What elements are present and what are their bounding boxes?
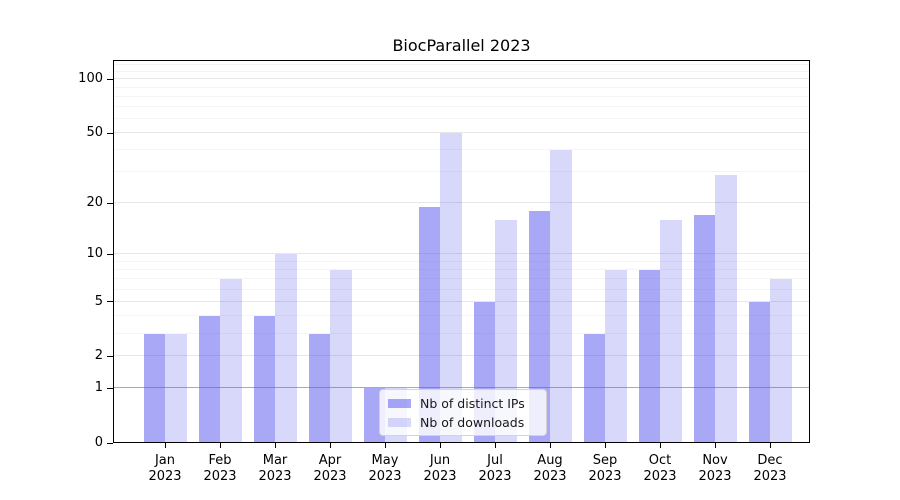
bar-nb-of-downloads-jan <box>165 333 187 443</box>
x-tick-label-jun: Jun 2023 <box>423 453 457 484</box>
bar-nb-of-downloads-nov <box>715 175 737 443</box>
x-tick-mark-feb <box>219 443 221 448</box>
y-tick-mark-100 <box>107 78 113 80</box>
gridline-10 <box>113 253 810 254</box>
x-tick-mark-jun <box>439 443 441 448</box>
gridline-minor-7 <box>113 278 810 280</box>
x-tick-label-feb: Feb 2023 <box>203 453 237 484</box>
bar-nb-of-distinct-ips-oct <box>638 269 660 443</box>
y-tick-mark-10 <box>107 253 113 255</box>
gridline-5 <box>113 300 810 302</box>
x-tick-mark-jan <box>164 443 166 448</box>
bar-nb-of-downloads-oct <box>660 219 682 443</box>
legend-label-downloads: Nb of downloads <box>420 414 525 430</box>
gridline-minor-9 <box>113 260 810 262</box>
x-tick-mark-aug <box>549 443 551 448</box>
x-tick-label-oct: Oct 2023 <box>643 453 677 484</box>
bar-nb-of-downloads-sep <box>605 269 627 443</box>
y-tick-mark-1 <box>107 387 113 389</box>
y-tick-mark-0 <box>107 442 113 444</box>
gridline-50 <box>113 132 810 134</box>
gridline-minor-8 <box>113 268 810 270</box>
bar-nb-of-distinct-ips-aug <box>528 210 550 443</box>
gridline-minor-120 <box>113 64 810 65</box>
bar-nb-of-distinct-ips-jan <box>143 333 165 443</box>
bar-nb-of-downloads-jun <box>440 133 462 443</box>
bar-nb-of-distinct-ips-jun <box>418 206 440 443</box>
bar-nb-of-distinct-ips-feb <box>198 316 220 443</box>
legend-row-distinct-ips: Nb of distinct IPs <box>388 396 538 411</box>
x-tick-mark-dec <box>769 443 771 448</box>
gridline-100 <box>113 78 810 80</box>
plot-area <box>113 60 810 443</box>
x-tick-mark-mar <box>274 443 276 448</box>
y-tick-label-10: 10 <box>86 246 103 261</box>
x-tick-label-nov: Nov 2023 <box>698 453 732 484</box>
gridline-minor-4 <box>113 315 810 317</box>
y-tick-mark-5 <box>107 301 113 303</box>
gridline-minor-60 <box>113 118 810 119</box>
bar-nb-of-distinct-ips-apr <box>308 333 330 443</box>
y-tick-label-1: 1 <box>94 380 103 396</box>
x-tick-label-apr: Apr 2023 <box>313 453 347 484</box>
bar-nb-of-downloads-aug <box>550 150 572 443</box>
x-tick-mark-may <box>384 443 386 448</box>
bar-nb-of-downloads-dec <box>770 279 792 443</box>
y-tick-label-100: 100 <box>78 71 103 87</box>
y-tick-label-5: 5 <box>94 293 103 309</box>
y-tick-mark-2 <box>107 355 113 357</box>
x-tick-label-jul: Jul 2023 <box>478 453 512 484</box>
y-tick-label-50: 50 <box>86 125 103 141</box>
gridline-minor-3 <box>113 332 810 334</box>
legend-swatch-downloads <box>388 417 411 427</box>
x-tick-label-jan: Jan 2023 <box>148 453 182 484</box>
gridline-2 <box>113 355 810 357</box>
bar-nb-of-downloads-apr <box>330 269 352 443</box>
gridline-minor-30 <box>113 171 810 173</box>
bar-nb-of-distinct-ips-nov <box>693 215 715 443</box>
bar-nb-of-downloads-mar <box>275 254 297 443</box>
bar-nb-of-distinct-ips-mar <box>253 316 275 443</box>
gridline-minor-70 <box>113 106 810 108</box>
legend-label-distinct-ips: Nb of distinct IPs <box>420 395 525 411</box>
x-tick-mark-oct <box>659 443 661 448</box>
legend-swatch-distinct-ips <box>388 398 411 408</box>
bar-nb-of-distinct-ips-sep <box>583 333 605 443</box>
x-tick-mark-jul <box>494 443 496 448</box>
x-tick-label-sep: Sep 2023 <box>588 453 622 484</box>
x-tick-mark-sep <box>604 443 606 448</box>
x-tick-label-dec: Dec 2023 <box>753 453 787 484</box>
chart-title: BiocParallel 2023 <box>392 36 531 55</box>
bar-nb-of-downloads-feb <box>220 279 242 443</box>
x-tick-label-mar: Mar 2023 <box>258 453 292 484</box>
x-tick-label-aug: Aug 2023 <box>533 453 567 484</box>
x-tick-mark-apr <box>329 443 331 448</box>
y-tick-label-2: 2 <box>94 348 103 364</box>
gridline-minor-110 <box>113 70 810 72</box>
bar-nb-of-distinct-ips-dec <box>748 301 770 443</box>
y-tick-mark-50 <box>107 132 113 134</box>
x-tick-label-may: May 2023 <box>368 453 402 484</box>
gridline-minor-90 <box>113 86 810 88</box>
bar-nb-of-downloads-jul <box>495 219 517 443</box>
gridline-minor-80 <box>113 95 810 97</box>
y-tick-label-20: 20 <box>86 195 103 211</box>
gridline-20 <box>113 202 810 204</box>
y-tick-label-0: 0 <box>94 435 103 450</box>
legend: Nb of distinct IPs Nb of downloads <box>379 389 547 436</box>
legend-row-downloads: Nb of downloads <box>388 415 538 430</box>
x-tick-mark-nov <box>714 443 716 448</box>
y-tick-mark-20 <box>107 202 113 204</box>
gridline-minor-40 <box>113 149 810 151</box>
gridline-minor-6 <box>113 288 810 290</box>
gridline-1 <box>113 387 810 389</box>
